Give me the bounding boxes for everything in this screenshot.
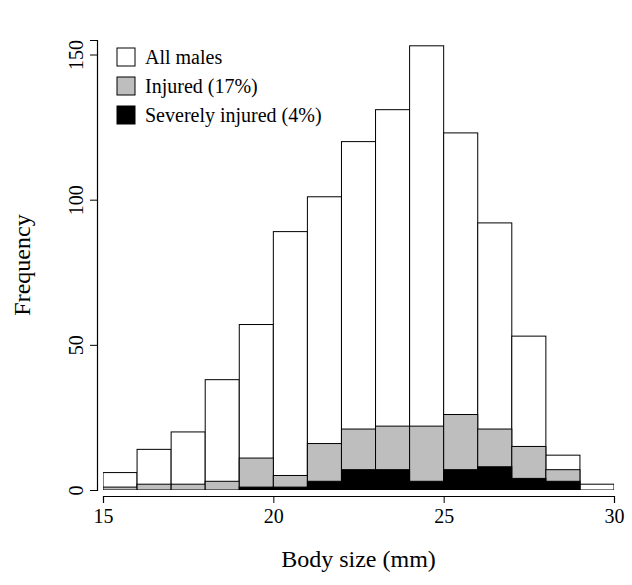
x-axis-title: Body size (mm)	[281, 546, 436, 572]
histogram-bar	[410, 46, 444, 490]
tick-mark	[103, 496, 104, 503]
axis-line	[90, 41, 98, 491]
legend-entry: Injured (17%)	[117, 75, 258, 98]
tick-mark	[273, 496, 274, 503]
series-bars	[103, 415, 580, 490]
legend-swatch	[117, 48, 135, 66]
tick-mark	[90, 345, 97, 346]
tick-label: 20	[264, 505, 284, 527]
histogram-bar	[239, 458, 273, 490]
tick-label: 50	[65, 335, 87, 355]
histogram-bar	[341, 429, 375, 490]
bars	[103, 46, 614, 490]
tick: 30	[605, 496, 625, 527]
legend-label: All males	[145, 46, 222, 68]
histogram-bar	[273, 475, 307, 490]
histogram-bar	[478, 467, 512, 490]
histogram-bar	[239, 487, 273, 490]
histogram-bar	[546, 455, 580, 490]
tick-label: 0	[65, 486, 87, 496]
histogram-bar	[205, 490, 239, 491]
tick-label: 15	[94, 505, 114, 527]
histogram-bar	[341, 142, 375, 490]
histogram-bar	[137, 490, 171, 491]
tick: 20	[264, 496, 284, 527]
histogram-bar	[580, 490, 614, 491]
tick-mark	[444, 496, 445, 503]
histogram-bar	[307, 444, 341, 490]
tick-mark	[90, 55, 97, 56]
histogram-bar	[307, 197, 341, 490]
histogram-bar	[546, 481, 580, 490]
axis-line	[104, 497, 615, 504]
legend-label: Injured (17%)	[145, 75, 258, 98]
histogram-bar	[580, 490, 614, 491]
histogram-bar	[580, 484, 614, 490]
tick-label: 150	[65, 40, 87, 70]
histogram-bar	[478, 223, 512, 490]
histogram-bar	[376, 426, 410, 490]
histogram-bar	[444, 470, 478, 490]
legend-entry: All males	[117, 46, 222, 68]
y-axis: 0 50 100 150	[65, 40, 98, 495]
histogram-bar	[171, 484, 205, 490]
legend-swatch	[117, 106, 135, 124]
series-bars	[103, 46, 614, 490]
histogram-bar	[444, 415, 478, 490]
histogram-bar	[444, 133, 478, 490]
histogram-bar	[410, 426, 444, 490]
tick: 50	[65, 335, 97, 355]
histogram-bar	[171, 432, 205, 490]
tick-mark	[614, 496, 615, 503]
tick: 100	[65, 185, 97, 215]
histogram-bar	[171, 490, 205, 491]
histogram-bar	[205, 481, 239, 490]
x-axis: 15 20 25 30	[94, 496, 625, 527]
histogram-bar	[546, 470, 580, 490]
legend-swatch	[117, 77, 135, 95]
histogram-bar	[512, 446, 546, 490]
histogram-bar	[512, 478, 546, 490]
y-axis-title: Frequency	[9, 214, 35, 315]
tick-label: 25	[434, 505, 454, 527]
histogram-bar	[103, 490, 137, 491]
tick-mark	[90, 200, 97, 201]
histogram-bar	[376, 470, 410, 490]
legend-entry: Severely injured (4%)	[117, 104, 322, 127]
histogram-bar	[239, 325, 273, 490]
legend-label: Severely injured (4%)	[145, 104, 322, 127]
legend: All males Injured (17%) Severely injured (…	[117, 46, 322, 127]
tick-label: 30	[605, 505, 625, 527]
tick-label: 100	[65, 185, 87, 215]
histogram-bar	[410, 481, 444, 490]
tick: 150	[65, 40, 97, 70]
histogram-bar	[273, 232, 307, 490]
histogram-bar	[376, 110, 410, 490]
histogram-bar	[341, 470, 375, 490]
histogram-bar	[205, 380, 239, 490]
histogram-bar	[478, 429, 512, 490]
histogram-bar	[273, 487, 307, 490]
histogram-bar	[103, 487, 137, 490]
tick: 0	[65, 486, 97, 496]
tick: 15	[94, 496, 114, 527]
tick: 25	[434, 496, 454, 527]
chart: 15 20 25 30 0 50 100 150 Body size (mm) Frequency…	[0, 0, 632, 585]
histogram-bar	[137, 484, 171, 490]
series-bars	[239, 467, 580, 490]
histogram-bar	[137, 449, 171, 490]
histogram-bar	[103, 473, 137, 490]
histogram-bar	[307, 481, 341, 490]
histogram-bar	[512, 336, 546, 490]
tick-mark	[90, 490, 97, 491]
